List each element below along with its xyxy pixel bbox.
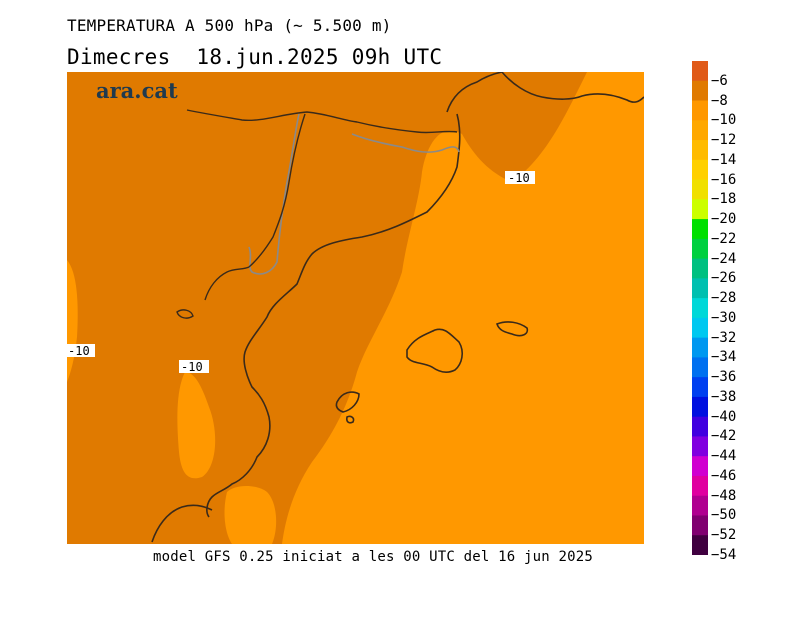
chart-title: TEMPERATURA A 500 hPa (~ 5.500 m) [67, 16, 392, 35]
legend-label: −34 [711, 349, 737, 366]
cool-zone-south [224, 486, 277, 544]
legend-label: −20 [711, 211, 737, 228]
legend-swatch [692, 238, 708, 260]
contour-label: -10 [181, 360, 203, 374]
legend-swatch [692, 337, 708, 358]
model-caption: model GFS 0.25 iniciat a les 00 UTC del … [153, 549, 594, 565]
legend-swatch [692, 456, 708, 477]
contour-label: -10 [508, 171, 530, 185]
legend-swatch [692, 199, 708, 220]
legend-label: −28 [711, 290, 737, 307]
legend-label: −40 [711, 408, 737, 425]
border-france-spain [186, 109, 458, 134]
island-formentera [346, 415, 355, 424]
legend-swatch [692, 357, 708, 378]
color-legend [692, 61, 708, 555]
legend-swatch [692, 159, 708, 181]
legend-labels: −6 −8 −10 −12 −14 −16 −18 −20 −22 −24 −26 −28 −30 −32… [711, 61, 791, 562]
legend-swatch [692, 396, 708, 418]
border-aragon [204, 113, 306, 301]
legend-label: −6 [711, 72, 728, 89]
border-catalonia [248, 113, 460, 275]
legend-label: −30 [711, 309, 737, 326]
legend-label: −16 [711, 171, 737, 188]
legend-label: −22 [711, 230, 737, 247]
island-menorca [496, 321, 529, 337]
temperature-map: -10 -10 -10 [67, 72, 644, 544]
legend-swatch [692, 61, 708, 82]
ara-cat-logo: ara.cat [96, 78, 178, 103]
legend-swatch [692, 535, 708, 555]
contour-label: -10 [68, 344, 90, 358]
legend-label: −42 [711, 428, 737, 445]
legend-swatch [692, 317, 708, 339]
legend-label: −32 [711, 329, 737, 346]
coastline [206, 72, 503, 518]
legend-swatch [692, 416, 708, 438]
legend-swatch [692, 140, 708, 161]
legend-swatch [692, 258, 708, 279]
chart-subtitle: Dimecres 18.jun.2025 09h UTC [67, 45, 443, 69]
legend-swatch [692, 436, 708, 457]
legend-label: −52 [711, 527, 737, 544]
legend-label: −26 [711, 270, 737, 287]
legend-label: −8 [711, 92, 728, 109]
legend-swatch [692, 219, 708, 240]
island-mallorca [406, 328, 464, 373]
cool-zone-delta [177, 372, 216, 479]
legend-swatch [692, 475, 708, 497]
legend-label: −54 [711, 547, 737, 563]
legend-swatch [692, 179, 708, 200]
legend-label: −12 [711, 132, 737, 149]
legend-label: −50 [711, 507, 737, 524]
coastline-south [151, 504, 213, 543]
legend-swatch [692, 120, 708, 141]
legend-label: −24 [711, 250, 737, 267]
legend-label: −18 [711, 191, 737, 208]
legend-swatch [692, 515, 708, 536]
legend-label: −36 [711, 369, 737, 386]
legend-label: −10 [711, 112, 737, 129]
island-small [176, 309, 194, 319]
legend-label: −44 [711, 448, 737, 465]
legend-label: −38 [711, 388, 737, 405]
legend-swatch [692, 298, 708, 319]
island-ibiza [335, 391, 360, 413]
legend-swatch [692, 100, 708, 121]
coastline-north [501, 72, 644, 103]
legend-swatch [692, 80, 708, 102]
legend-swatch [692, 278, 708, 299]
legend-swatch [692, 495, 708, 517]
legend-label: −14 [711, 151, 737, 168]
legend-swatch [692, 377, 708, 398]
legend-label: −48 [711, 487, 737, 504]
legend-label: −46 [711, 467, 737, 484]
cool-zone [282, 72, 644, 544]
